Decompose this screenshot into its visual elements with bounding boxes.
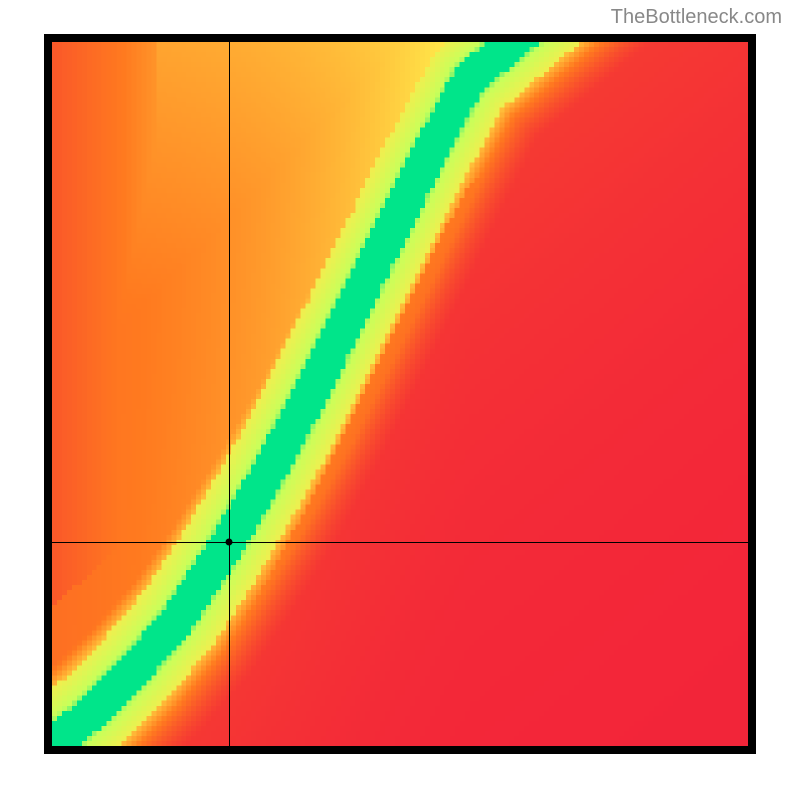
plot-frame [44,34,756,754]
crosshair-horizontal [52,542,748,543]
heatmap-canvas [52,42,748,746]
crosshair-dot [226,538,233,545]
plot-inner [52,42,748,746]
watermark-text: TheBottleneck.com [611,6,782,29]
crosshair-vertical [229,42,230,746]
